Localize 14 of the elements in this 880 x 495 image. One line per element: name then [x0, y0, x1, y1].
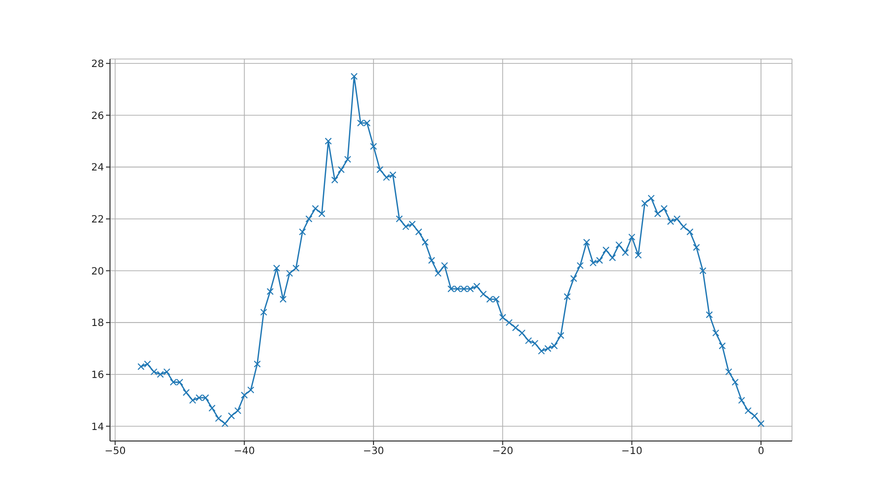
y-tick-label: 22: [91, 214, 104, 226]
y-tick-label: 28: [91, 58, 104, 70]
y-tick-label: 16: [91, 370, 104, 381]
x-tick-label: −30: [362, 446, 384, 458]
y-tick-label: 14: [91, 422, 104, 433]
x-tick-label: −50: [104, 446, 126, 458]
x-tick-label: −20: [492, 446, 514, 458]
y-tick-label: 26: [91, 110, 104, 122]
y-tick-label: 20: [91, 266, 104, 278]
y-tick-label: 24: [91, 162, 104, 174]
x-tick-label: −40: [234, 446, 255, 458]
y-tick-label: 18: [91, 318, 104, 330]
x-tick-label: 0: [758, 446, 764, 458]
x-tick-label: −10: [621, 446, 642, 458]
